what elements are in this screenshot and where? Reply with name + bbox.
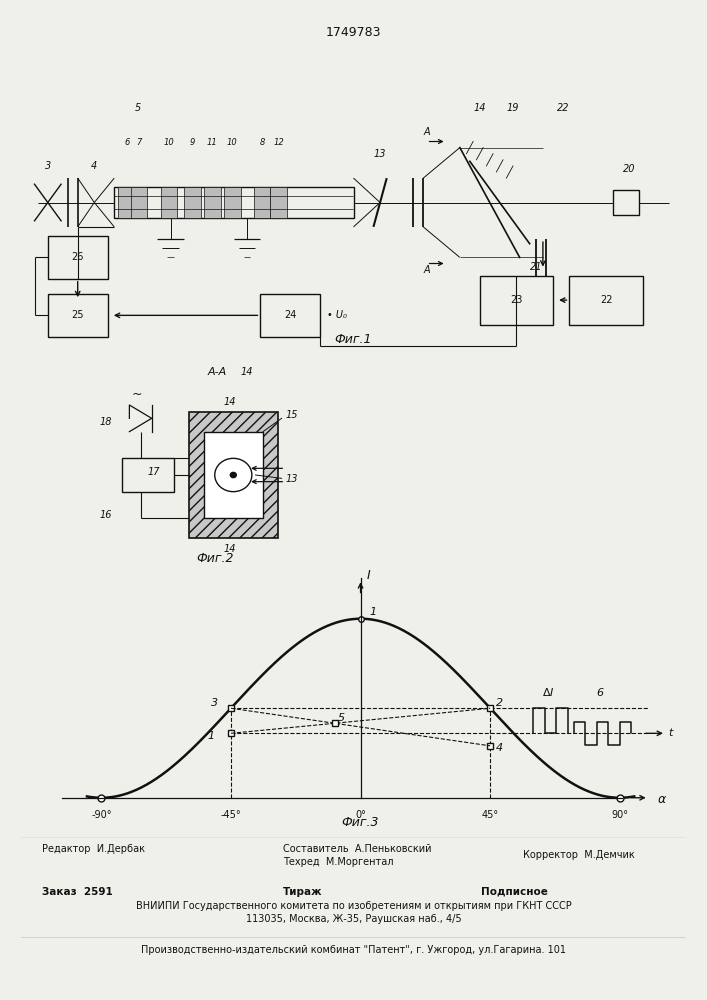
Text: 14: 14 — [241, 367, 253, 377]
Bar — [160, 187, 177, 218]
Bar — [122, 458, 174, 492]
Text: 3: 3 — [211, 698, 218, 708]
Text: 1: 1 — [369, 607, 376, 617]
Text: 22: 22 — [600, 295, 612, 305]
Text: $\alpha$: $\alpha$ — [658, 793, 667, 806]
Text: -90°: -90° — [91, 810, 112, 820]
Text: 12: 12 — [274, 138, 284, 147]
Text: t: t — [669, 728, 673, 738]
Bar — [184, 187, 201, 218]
Bar — [480, 276, 553, 324]
Circle shape — [230, 472, 237, 478]
Text: 10: 10 — [227, 138, 238, 147]
Bar — [270, 187, 287, 218]
Bar — [117, 187, 137, 218]
Text: 1749783: 1749783 — [326, 26, 381, 39]
Text: Тираж: Тираж — [283, 887, 322, 897]
Text: 13: 13 — [374, 149, 386, 159]
Text: 14: 14 — [223, 397, 236, 407]
Text: 23: 23 — [510, 295, 522, 305]
Text: 21: 21 — [530, 262, 542, 272]
Text: 2: 2 — [496, 698, 503, 708]
Text: 5: 5 — [134, 103, 141, 113]
Text: 90°: 90° — [612, 810, 629, 820]
Text: Фиг.3: Фиг.3 — [341, 816, 380, 829]
Text: 4: 4 — [91, 161, 98, 171]
Bar — [570, 276, 643, 324]
Text: 8: 8 — [259, 138, 265, 147]
Bar — [224, 187, 240, 218]
Bar — [48, 294, 107, 337]
Text: I: I — [366, 569, 370, 582]
Text: 3: 3 — [45, 161, 51, 171]
Text: ВНИИПИ Государственного комитета по изобретениям и открытиям при ГКНТ СССР: ВНИИПИ Государственного комитета по изоб… — [136, 901, 571, 911]
Text: 0°: 0° — [355, 810, 366, 820]
Text: 6: 6 — [125, 138, 130, 147]
Text: 17: 17 — [148, 467, 160, 477]
Bar — [254, 187, 270, 218]
Text: 10: 10 — [164, 138, 175, 147]
Text: 11: 11 — [207, 138, 218, 147]
Text: 14: 14 — [474, 103, 486, 113]
Text: 16: 16 — [100, 510, 112, 520]
Bar — [131, 187, 148, 218]
Text: 15: 15 — [286, 410, 298, 420]
Text: 22: 22 — [556, 103, 569, 113]
Text: 6: 6 — [597, 688, 604, 698]
Text: 4: 4 — [496, 743, 503, 753]
Text: A: A — [423, 265, 430, 275]
Text: ~: ~ — [132, 388, 142, 401]
Bar — [613, 190, 639, 215]
Text: 13: 13 — [286, 474, 298, 484]
Text: 18: 18 — [100, 417, 112, 427]
Text: • U₀: • U₀ — [327, 310, 347, 320]
Text: Производственно-издательский комбинат "Патент", г. Ужгород, ул.Гагарина. 101: Производственно-издательский комбинат "П… — [141, 945, 566, 955]
Text: 5: 5 — [337, 713, 344, 723]
Bar — [48, 236, 107, 279]
Text: 20: 20 — [623, 164, 636, 174]
Text: Заказ  2591: Заказ 2591 — [42, 887, 113, 897]
Text: Фиг.2: Фиг.2 — [196, 552, 233, 565]
Text: A: A — [423, 127, 430, 137]
Text: Техред  М.Моргентал: Техред М.Моргентал — [283, 857, 393, 867]
Text: 113035, Москва, Ж-35, Раушская наб., 4/5: 113035, Москва, Ж-35, Раушская наб., 4/5 — [246, 914, 461, 924]
Text: 24: 24 — [284, 310, 296, 320]
Text: $\Delta I$: $\Delta I$ — [542, 686, 554, 698]
Text: Составитель  А.Пеньковский: Составитель А.Пеньковский — [283, 844, 431, 854]
Bar — [260, 294, 320, 337]
Text: 45°: 45° — [481, 810, 498, 820]
Text: Редактор  И.Дербак: Редактор И.Дербак — [42, 844, 146, 854]
Text: -45°: -45° — [221, 810, 241, 820]
Text: 19: 19 — [507, 103, 519, 113]
Text: Подписное: Подписное — [481, 887, 548, 897]
Text: 25: 25 — [71, 310, 84, 320]
Text: Фиг.1: Фиг.1 — [334, 333, 373, 346]
Text: A-A: A-A — [207, 367, 226, 377]
Text: 26: 26 — [71, 252, 84, 262]
Text: Корректор  М.Демчик: Корректор М.Демчик — [523, 850, 635, 860]
Text: 14: 14 — [223, 544, 236, 554]
Bar — [189, 412, 278, 538]
Bar — [204, 432, 263, 518]
Text: 9: 9 — [189, 138, 195, 147]
Bar — [115, 187, 354, 218]
Circle shape — [215, 458, 252, 492]
Bar — [204, 187, 221, 218]
Text: 1: 1 — [208, 731, 215, 741]
Text: 7: 7 — [136, 138, 142, 147]
